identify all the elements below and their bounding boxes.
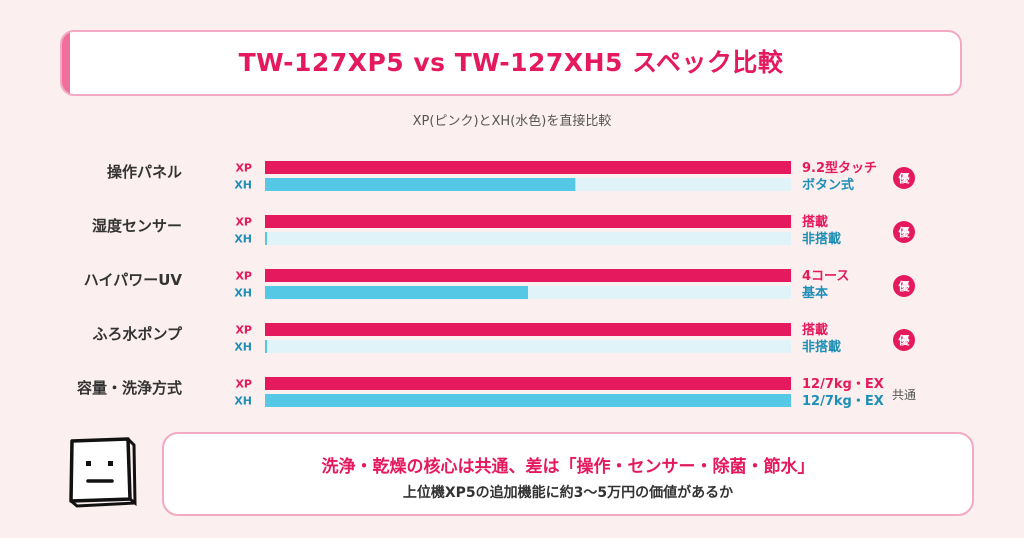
value-label: 4コース: [802, 269, 849, 284]
bar: [265, 286, 528, 299]
title-accent: [62, 32, 70, 94]
category-label: 湿度センサー: [92, 217, 182, 235]
category-label: ふろ水ポンプ: [92, 325, 183, 343]
category-label: 操作パネル: [107, 163, 182, 181]
badge-label: 優: [898, 171, 911, 185]
badge-label: 優: [898, 279, 911, 293]
series-label: XH: [234, 341, 252, 354]
bar: [265, 215, 791, 228]
chart-subtitle: XP(ピンク)とXH(水色)を直接比較: [412, 114, 612, 129]
value-label: 搭載: [802, 214, 828, 230]
bar-track: [265, 232, 791, 245]
bar: [265, 161, 791, 174]
bar: [265, 377, 791, 390]
bar-track: [265, 340, 791, 353]
badge-circle: [893, 329, 915, 351]
series-label: XP: [235, 162, 252, 175]
badge-circle: [893, 167, 915, 189]
badge-label: 優: [898, 333, 911, 347]
bar: [265, 394, 791, 407]
summary-note: 洗浄・乾燥の核心は共通、差は「操作・センサー・除菌・節水」 上位機XP5の追加機…: [162, 432, 974, 516]
chart-title: TW-127XP5 vs TW-127XH5 スペック比較: [238, 48, 784, 77]
bar: [265, 323, 791, 336]
title-box: TW-127XP5 vs TW-127XH5 スペック比較: [60, 30, 962, 96]
category-label: 容量・洗浄方式: [76, 379, 182, 397]
series-label: XP: [235, 378, 252, 391]
bar: [265, 178, 576, 191]
category-label: ハイパワーUV: [84, 271, 183, 289]
value-label: 12/7kg・EX: [802, 394, 884, 409]
value-label: 基本: [801, 285, 828, 301]
value-label: 9.2型タッチ: [802, 160, 877, 176]
value-label: 非搭載: [802, 339, 841, 355]
badge-label: 共通: [892, 388, 916, 402]
value-label: 非搭載: [802, 231, 841, 247]
bar: [265, 232, 267, 245]
badge-label: 優: [898, 225, 911, 239]
value-label: 12/7kg・EX: [802, 377, 884, 392]
note-line-2: 上位機XP5の追加機能に約3〜5万円の価値があるか: [402, 485, 734, 501]
series-label: XH: [234, 179, 252, 192]
badge-circle: [893, 275, 915, 297]
face-icon: [69, 437, 137, 508]
badge-circle: [893, 221, 915, 243]
bar: [265, 269, 791, 282]
note-line-1: 洗浄・乾燥の核心は共通、差は「操作・センサー・除菌・節水」: [321, 457, 815, 477]
value-label: ボタン式: [802, 177, 854, 193]
series-label: XH: [234, 395, 252, 408]
value-label: 搭載: [802, 322, 828, 338]
bar: [265, 340, 267, 353]
series-label: XP: [235, 324, 252, 337]
series-label: XH: [234, 233, 252, 246]
series-label: XP: [235, 270, 252, 283]
series-label: XP: [235, 216, 252, 229]
series-label: XH: [234, 287, 252, 300]
